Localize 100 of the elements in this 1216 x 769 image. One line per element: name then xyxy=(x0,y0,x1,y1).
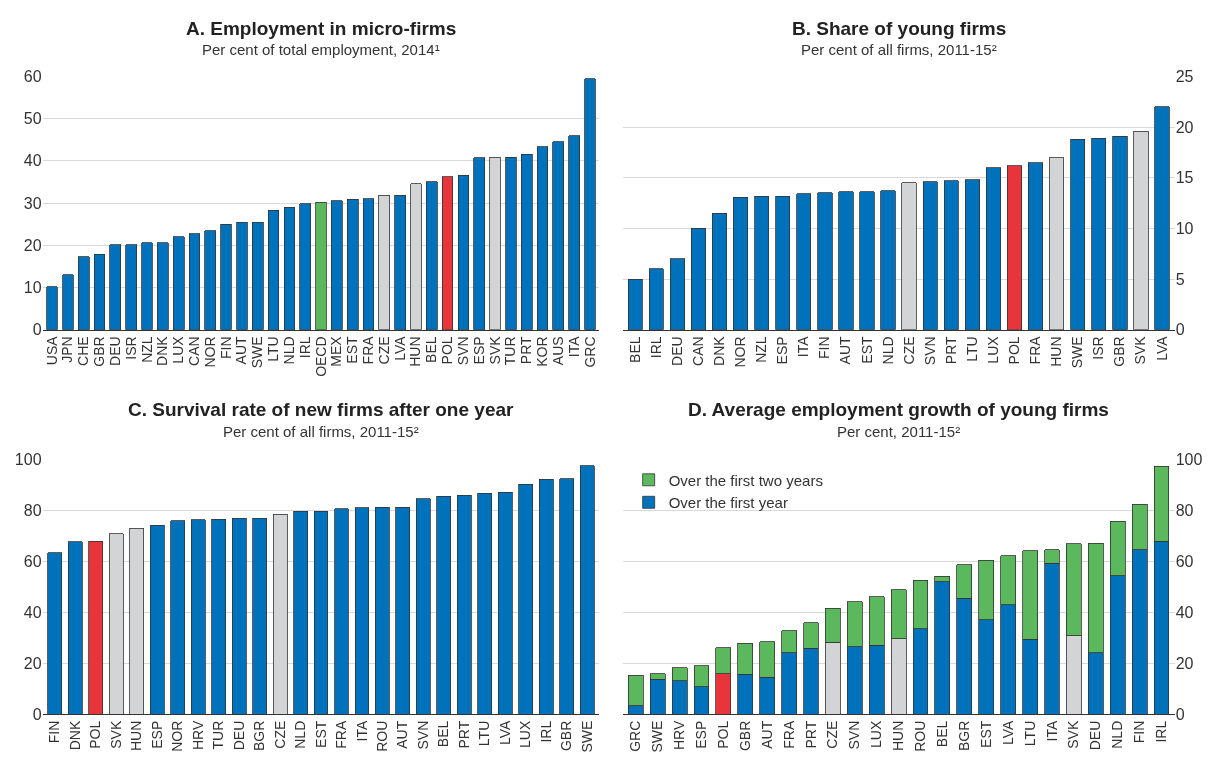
x-tick-label: GRC xyxy=(627,720,644,752)
x-tick-label: ITA xyxy=(565,335,582,358)
x-tick-label: FIN xyxy=(217,336,234,359)
x-tick-label: BGR xyxy=(251,720,268,752)
x-tick-label: GBR xyxy=(736,720,753,752)
y-tick-label: 25 xyxy=(1175,68,1194,86)
x-tick-label: IRL xyxy=(1153,720,1170,743)
x-tick-label: IRL xyxy=(296,336,313,359)
x-tick-label: LUX xyxy=(517,720,534,748)
x-tick-label: NLD xyxy=(1109,720,1126,749)
x-tick-label: IRL xyxy=(647,336,664,359)
x-tick-label: CZE xyxy=(824,720,841,749)
x-tick-label: ISR xyxy=(122,336,139,360)
x-tick-label: HUN xyxy=(890,720,907,752)
x-tick-label: CHE xyxy=(75,336,92,366)
x-tick-label: ESP xyxy=(470,336,487,365)
x-tick-label: SVK xyxy=(1132,335,1149,365)
x-tick-label: LUX xyxy=(170,335,187,364)
x-tick-label: LTU xyxy=(265,336,282,362)
x-tick-label: GBR xyxy=(1111,336,1128,367)
x-tick-label: EST xyxy=(312,720,329,748)
chart-title: D. Average employment growth of young firms xyxy=(688,399,1109,420)
x-tick-label: EST xyxy=(858,335,875,364)
y-tick-label: 20 xyxy=(23,236,42,254)
chart-subtitle: Per cent of all firms, 2011-15² xyxy=(223,423,419,440)
x-tick-label: FIN xyxy=(1131,720,1148,744)
x-tick-label: GBR xyxy=(558,720,575,752)
x-tick-label: ESP xyxy=(774,336,791,365)
y-tick-label: 40 xyxy=(23,152,42,170)
x-tick-label: HUN xyxy=(1048,336,1065,367)
x-tick-label: PRT xyxy=(942,335,959,365)
x-tick-label: ITA xyxy=(795,335,812,358)
x-tick-label: BGR xyxy=(955,720,972,752)
x-tick-label: DEU xyxy=(230,720,247,751)
x-tick-label: LVA xyxy=(1153,335,1170,361)
y-tick-label: 15 xyxy=(1175,169,1194,187)
x-tick-label: SVN xyxy=(414,720,431,750)
x-tick-label: IRL xyxy=(537,720,554,743)
x-tick-label: SWE xyxy=(1069,336,1086,369)
x-tick-label: AUT xyxy=(837,335,854,365)
x-tick-label: BEL xyxy=(933,720,950,748)
x-tick-label: LUX xyxy=(984,335,1001,364)
x-tick-label: EST xyxy=(977,720,994,748)
x-tick-label: MEX xyxy=(328,335,345,367)
x-tick-label: NZL xyxy=(138,336,155,363)
x-tick-label: AUS xyxy=(549,336,566,366)
y-tick-label: 60 xyxy=(1175,553,1194,571)
x-tick-label: BEL xyxy=(435,720,452,748)
x-tick-label: DNK xyxy=(711,335,728,366)
x-tick-label: TUR xyxy=(210,720,227,750)
x-tick-label: HRV xyxy=(671,720,688,751)
x-tick-label: NLD xyxy=(879,336,896,365)
x-tick-label: SVN xyxy=(921,336,938,366)
y-tick-label: 20 xyxy=(23,654,42,672)
x-tick-label: NOR xyxy=(201,336,218,368)
chart-subtitle: Per cent of all firms, 2011-15² xyxy=(801,41,997,58)
x-tick-label: SWE xyxy=(249,336,266,369)
x-tick-label: DEU xyxy=(1087,720,1104,751)
y-tick-label: 10 xyxy=(23,279,42,297)
y-tick-label: 0 xyxy=(1175,321,1185,339)
x-tick-label: NOR xyxy=(732,336,749,368)
x-tick-label: DEU xyxy=(106,336,123,366)
x-tick-label: FIN xyxy=(46,720,63,744)
x-tick-label: FRA xyxy=(333,720,350,749)
y-tick-label: 0 xyxy=(32,321,42,339)
chart-title: A. Employment in micro-firms xyxy=(186,18,457,39)
x-tick-label: SVK xyxy=(107,720,124,749)
x-tick-label: LTU xyxy=(963,336,980,362)
x-tick-label: BEL xyxy=(626,336,643,363)
x-tick-label: LTU xyxy=(1021,720,1038,747)
x-tick-label: ITA xyxy=(1043,720,1060,742)
x-tick-label: LVA xyxy=(999,720,1016,746)
x-tick-label: SVN xyxy=(846,720,863,750)
x-tick-label: SVN xyxy=(454,336,471,366)
chart-subtitle: Per cent of total employment, 2014¹ xyxy=(202,41,440,58)
x-tick-label: FRA xyxy=(360,335,377,365)
chart-subtitle: Per cent, 2011-15² xyxy=(837,423,961,440)
x-tick-label: LTU xyxy=(476,720,493,747)
x-tick-label: NOR xyxy=(169,720,186,752)
y-tick-label: 100 xyxy=(14,451,42,469)
x-tick-label: SWE xyxy=(649,720,666,753)
x-tick-label: POL xyxy=(87,720,104,749)
x-tick-label: SVK xyxy=(1065,720,1082,749)
x-tick-label: NLD xyxy=(292,720,309,749)
x-tick-label: LVA xyxy=(391,335,408,361)
x-tick-label: DNK xyxy=(154,335,171,366)
x-tick-label: OECD xyxy=(312,336,329,377)
x-tick-label: ROU xyxy=(912,720,929,752)
legend-label: Over the first year xyxy=(668,494,788,512)
x-tick-label: PRT xyxy=(518,335,535,365)
x-tick-label: HRV xyxy=(189,720,206,751)
x-tick-label: CAN xyxy=(186,336,202,366)
x-tick-label: POL xyxy=(714,720,731,749)
y-tick-label: 80 xyxy=(1175,502,1194,520)
x-tick-label: ISR xyxy=(1090,336,1107,360)
x-tick-label: FRA xyxy=(780,720,797,749)
x-tick-label: FIN xyxy=(816,336,833,359)
x-tick-label: AUT xyxy=(758,720,775,749)
x-tick-label: POL xyxy=(439,336,456,365)
y-tick-label: 0 xyxy=(1175,705,1185,723)
